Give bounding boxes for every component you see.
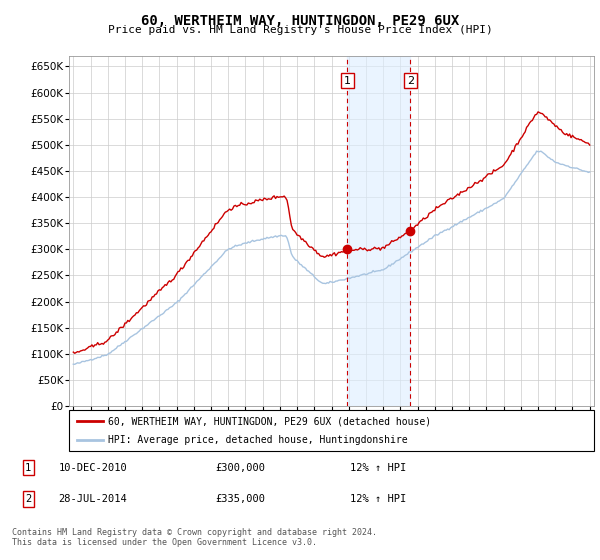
Text: 12% ↑ HPI: 12% ↑ HPI [350, 494, 406, 504]
Text: Price paid vs. HM Land Registry's House Price Index (HPI): Price paid vs. HM Land Registry's House … [107, 25, 493, 35]
Text: £335,000: £335,000 [216, 494, 266, 504]
Text: 1: 1 [25, 463, 31, 473]
Bar [347, 56, 410, 406]
Text: Contains HM Land Registry data © Crown copyright and database right 2024.
This d: Contains HM Land Registry data © Crown c… [12, 528, 377, 547]
Text: HPI: Average price, detached house, Huntingdonshire: HPI: Average price, detached house, Hunt… [109, 435, 408, 445]
Text: 12% ↑ HPI: 12% ↑ HPI [350, 463, 406, 473]
Text: 60, WERTHEIM WAY, HUNTINGDON, PE29 6UX: 60, WERTHEIM WAY, HUNTINGDON, PE29 6UX [141, 14, 459, 28]
Text: 28-JUL-2014: 28-JUL-2014 [59, 494, 127, 504]
Text: 2: 2 [407, 76, 414, 86]
Text: £300,000: £300,000 [216, 463, 266, 473]
Text: 2: 2 [25, 494, 31, 504]
Text: 1: 1 [344, 76, 351, 86]
Text: 10-DEC-2010: 10-DEC-2010 [59, 463, 127, 473]
Text: 60, WERTHEIM WAY, HUNTINGDON, PE29 6UX (detached house): 60, WERTHEIM WAY, HUNTINGDON, PE29 6UX (… [109, 417, 431, 426]
